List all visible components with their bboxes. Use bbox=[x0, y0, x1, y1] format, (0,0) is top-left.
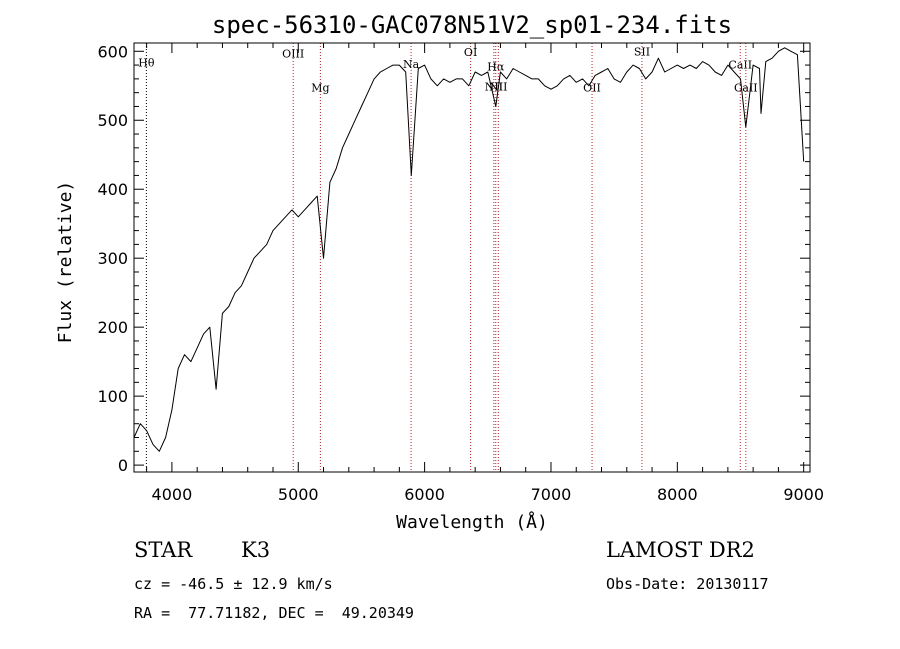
line-marker-label-2: Mg bbox=[311, 81, 329, 94]
y-tick-label-400: 400 bbox=[97, 180, 128, 199]
x-tick-label-5000: 5000 bbox=[278, 485, 319, 504]
spectrum-line-0 bbox=[133, 47, 805, 452]
object-class: STAR bbox=[134, 538, 193, 562]
x-tick-label-6000: 6000 bbox=[404, 485, 445, 504]
line-marker-label-3: Na bbox=[403, 58, 420, 71]
x-tick-label-4000: 4000 bbox=[152, 485, 193, 504]
coordinates: RA = 77.71182, DEC = 49.20349 bbox=[134, 604, 414, 622]
observation-date: Obs-Date: 20130117 bbox=[606, 575, 769, 593]
x-tick-label-7000: 7000 bbox=[531, 485, 572, 504]
line-marker-label-8: OII bbox=[583, 81, 601, 94]
plot-frame bbox=[133, 42, 811, 473]
redshift-cz: cz = -46.5 ± 12.9 km/s bbox=[134, 575, 333, 593]
x-axis-label: Wavelength (Å) bbox=[396, 511, 548, 533]
line-marker-label-9: SII bbox=[634, 45, 650, 58]
y-tick-label-100: 100 bbox=[97, 387, 128, 406]
x-tick-label-8000: 8000 bbox=[657, 485, 698, 504]
y-tick-label-600: 600 bbox=[97, 42, 128, 61]
y-tick-label-0: 0 bbox=[118, 456, 128, 475]
y-tick-label-500: 500 bbox=[97, 111, 128, 130]
line-marker-label-6: Hα bbox=[487, 61, 505, 74]
survey-name: LAMOST DR2 bbox=[606, 538, 755, 562]
line-marker-label-1: OIII bbox=[282, 47, 304, 60]
line-marker-label-11: CaII bbox=[734, 81, 758, 94]
y-tick-label-200: 200 bbox=[97, 318, 128, 337]
line-marker-label-4: OI bbox=[464, 46, 477, 59]
chart-title: spec-56310-GAC078N51V2_sp01-234.fits bbox=[212, 11, 732, 39]
x-tick-label-9000: 9000 bbox=[783, 485, 824, 504]
y-axis: 0 100 200 300 400 500 600 bbox=[97, 42, 810, 475]
y-tick-label-300: 300 bbox=[97, 249, 128, 268]
y-axis-label: Flux (relative) bbox=[55, 181, 76, 344]
line-marker-label-0: Hθ bbox=[138, 56, 155, 69]
x-axis: 4000 5000 6000 7000 8000 9000 bbox=[146, 43, 824, 504]
spectral-subclass: K3 bbox=[241, 538, 271, 562]
